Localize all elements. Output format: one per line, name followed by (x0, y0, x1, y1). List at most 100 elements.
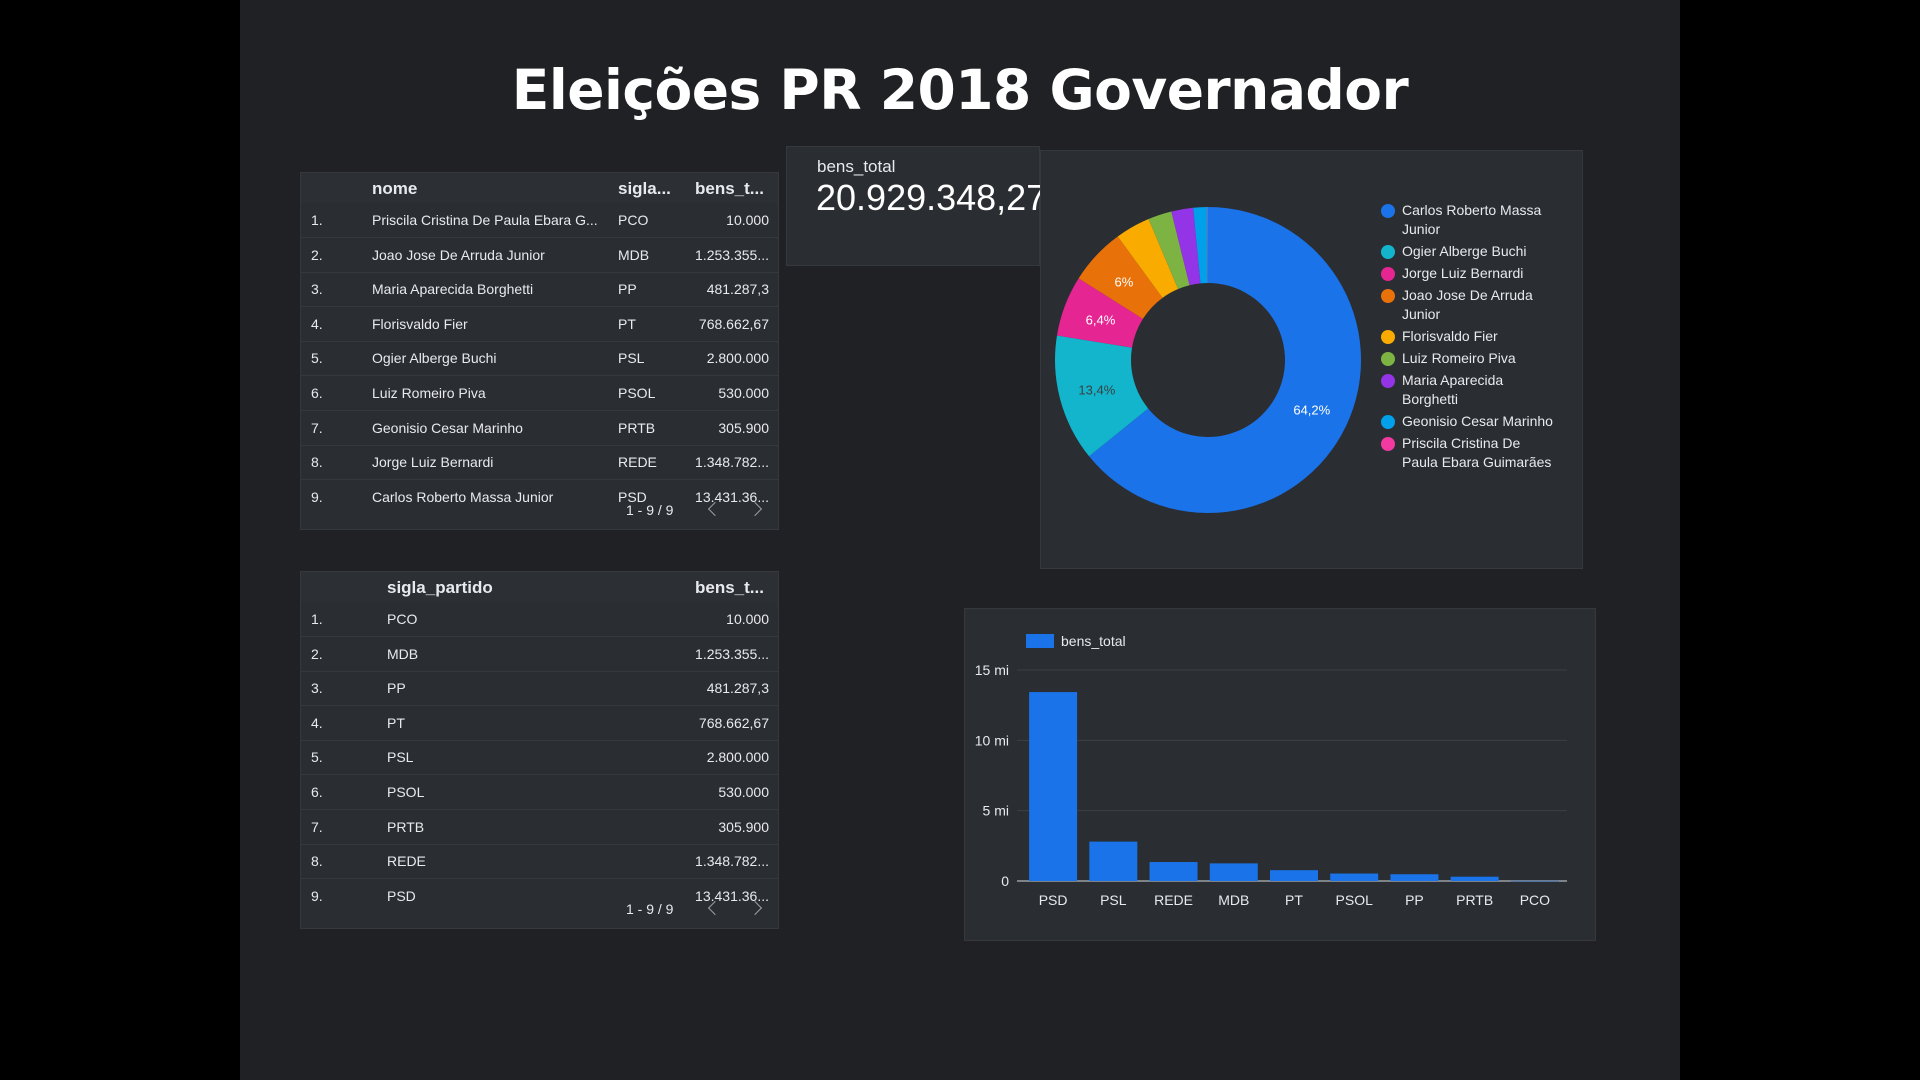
legend-item[interactable]: Geonisio Cesar Marinho (1381, 412, 1556, 431)
legend-item[interactable]: Priscila Cristina De Paula Ebara Guimarã… (1381, 434, 1556, 472)
bar[interactable] (1089, 841, 1138, 881)
legend-swatch (1381, 352, 1395, 366)
cell-sigla-partido: PT (387, 714, 405, 731)
cell-bens: 768.662,67 (698, 315, 769, 332)
table-row[interactable]: 6. PSOL 530.000 (301, 775, 778, 810)
legend-item[interactable]: Luiz Romeiro Piva (1381, 349, 1556, 368)
cell-sigla: PRTB (618, 419, 656, 436)
table-row[interactable]: 7. Geonisio Cesar Marinho PRTB 305.900 (301, 411, 778, 446)
table-header: sigla_partido bens_t... (301, 572, 778, 602)
column-header-bens[interactable]: bens_t... (695, 179, 764, 198)
cell-nome: Priscila Cristina De Paula Ebara G... (372, 212, 598, 228)
cell-bens: 1.253.355... (695, 645, 769, 662)
legend-label: Maria Aparecida Borghetti (1402, 372, 1504, 407)
legend-label: Luiz Romeiro Piva (1402, 350, 1516, 366)
donut-slice[interactable] (1055, 335, 1149, 457)
donut-slice[interactable] (1056, 278, 1143, 348)
table-row[interactable]: 5. PSL 2.800.000 (301, 740, 778, 776)
table-row[interactable]: 6. Luiz Romeiro Piva PSOL 530.000 (301, 376, 778, 411)
bar[interactable] (1029, 692, 1078, 881)
column-header-bens[interactable]: bens_t... (695, 578, 764, 597)
legend-label: Carlos Roberto Massa Junior (1402, 202, 1542, 237)
cell-nome: Maria Aparecida Borghetti (372, 281, 534, 298)
cell-bens: 1.348.782... (695, 853, 769, 870)
cell-sigla: PSOL (618, 385, 656, 401)
pager-text: 1 - 9 / 9 (626, 901, 674, 917)
legend-item[interactable]: Joao Jose De Arruda Junior (1381, 286, 1556, 324)
cell-bens: 530.000 (718, 385, 769, 401)
donut-slice[interactable] (1171, 207, 1201, 286)
cell-bens: 10.000 (726, 611, 769, 627)
column-header-sigla-partido[interactable]: sigla_partido (387, 578, 493, 597)
x-tick-label: PSOL (1336, 892, 1374, 908)
column-header-nome[interactable]: nome (372, 179, 418, 198)
row-number: 2. (311, 246, 323, 263)
row-number: 7. (311, 419, 323, 436)
row-number: 4. (311, 714, 323, 731)
x-tick-label: PSD (1039, 892, 1068, 908)
legend-label: Priscila Cristina De Paula Ebara Guimarã… (1402, 435, 1552, 470)
cell-sigla-partido: PCO (387, 611, 418, 627)
table-row[interactable]: 2. Joao Jose De Arruda Junior MDB 1.253.355… (301, 238, 778, 273)
table-row[interactable]: 1. Priscila Cristina De Paula Ebara G... P… (301, 203, 778, 238)
chevron-right-icon[interactable] (747, 900, 763, 916)
legend-item[interactable]: Carlos Roberto Massa Junior (1381, 201, 1556, 239)
legend-swatch (1381, 245, 1395, 259)
table-row[interactable]: 4. Florisvaldo Fier PT 768.662,67 (301, 307, 778, 342)
x-tick-label: PCO (1520, 892, 1550, 908)
cell-bens: 481.287,3 (706, 680, 769, 697)
cell-bens: 481.287,3 (706, 281, 769, 298)
chevron-left-icon[interactable] (707, 900, 723, 916)
table-row[interactable]: 7. PRTB 305.900 (301, 810, 778, 845)
row-number: 3. (311, 680, 323, 697)
chevron-left-icon[interactable] (707, 501, 723, 517)
bar[interactable] (1450, 876, 1499, 881)
table-body: 1. Priscila Cristina De Paula Ebara G... P… (301, 203, 778, 503)
table-row[interactable]: 2. MDB 1.253.355... (301, 637, 778, 672)
table-row[interactable]: 9. Carlos Roberto Massa Junior PSD 13.431.3… (301, 480, 778, 503)
cell-bens: 1.253.355... (695, 246, 769, 263)
cell-bens: 2.800.000 (706, 350, 769, 367)
donut-slice[interactable] (1117, 219, 1179, 298)
legend-swatch (1381, 415, 1395, 429)
donut-slice[interactable] (1089, 207, 1361, 513)
column-header-sigla[interactable]: sigla... (618, 179, 671, 198)
table-row[interactable]: 3. PP 481.287,3 (301, 671, 778, 707)
legend-item[interactable]: Ogier Alberge Buchi (1381, 242, 1556, 261)
y-tick-label: 15 mi (975, 662, 1009, 678)
cell-nome: Florisvaldo Fier (372, 315, 468, 332)
table-row[interactable]: 8. REDE 1.348.782... (301, 844, 778, 880)
legend-swatch (1381, 330, 1395, 344)
table-row[interactable]: 1. PCO 10.000 (301, 602, 778, 637)
row-number: 7. (311, 818, 323, 835)
bar[interactable] (1390, 874, 1439, 881)
bar[interactable] (1330, 873, 1379, 881)
donut-slice[interactable] (1193, 207, 1208, 284)
bar[interactable] (1149, 862, 1198, 881)
legend-item[interactable]: Maria Aparecida Borghetti (1381, 371, 1556, 409)
table-row[interactable]: 3. Maria Aparecida Borghetti PP 481.287,3 (301, 272, 778, 308)
row-number: 8. (311, 454, 323, 471)
donut-slice[interactable] (1078, 236, 1163, 319)
table-row[interactable]: 9. PSD 13.431.36... (301, 879, 778, 902)
chevron-right-icon[interactable] (747, 501, 763, 517)
legend-swatch (1381, 289, 1395, 303)
bar[interactable] (1270, 870, 1318, 881)
x-tick-label: PP (1405, 892, 1424, 908)
bar[interactable] (1209, 863, 1258, 881)
donut-slice[interactable] (1148, 211, 1190, 290)
cell-sigla: PT (618, 315, 636, 332)
pager-text: 1 - 9 / 9 (626, 502, 674, 518)
legend-item[interactable]: Jorge Luiz Bernardi (1381, 264, 1556, 283)
table-row[interactable]: 5. Ogier Alberge Buchi PSL 2.800.000 (301, 341, 778, 377)
table-row[interactable]: 8. Jorge Luiz Bernardi REDE 1.348.782... (301, 445, 778, 481)
legend-label: bens_total (1061, 633, 1126, 649)
donut-chart-panel: 64,2% 13,4% 6,4% 6% Carlos Roberto Massa Ju… (1040, 150, 1583, 569)
bar[interactable] (1510, 880, 1559, 882)
legend-item[interactable]: Florisvaldo Fier (1381, 327, 1556, 346)
x-tick-label: PSL (1100, 892, 1127, 908)
scorecard-label: bens_total (817, 157, 896, 176)
legend-label: Joao Jose De Arruda Junior (1402, 287, 1533, 322)
cell-sigla: PSD (618, 488, 647, 503)
table-row[interactable]: 4. PT 768.662,67 (301, 706, 778, 741)
